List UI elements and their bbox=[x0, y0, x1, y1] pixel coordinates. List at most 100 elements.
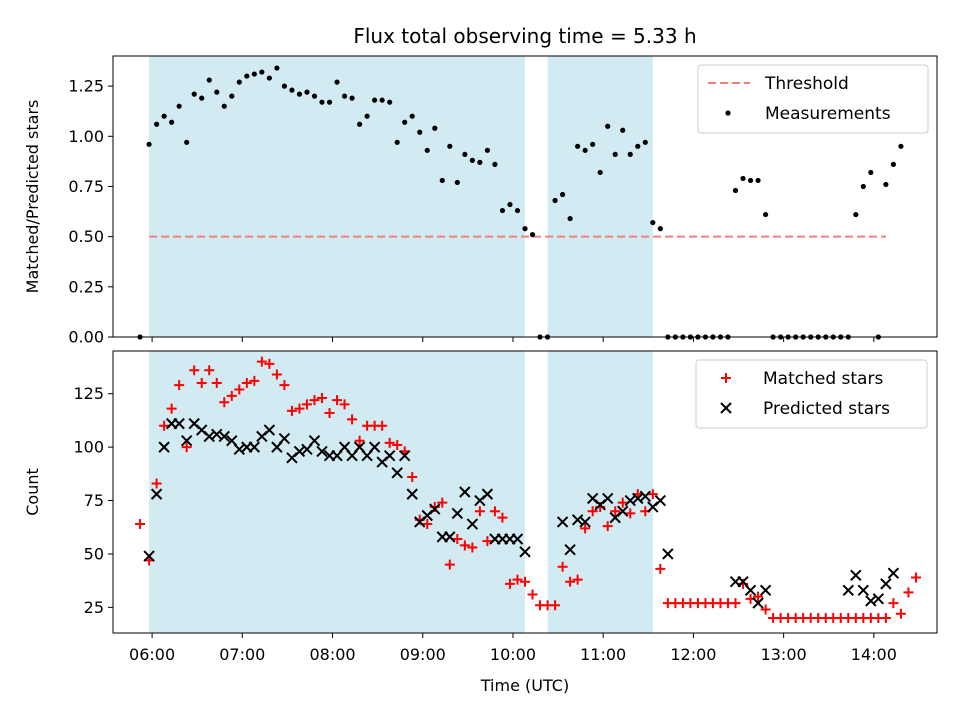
measurement-point bbox=[567, 215, 573, 222]
measurement-point bbox=[304, 89, 310, 95]
matched-stars-point bbox=[647, 489, 658, 500]
matched-stars-point bbox=[339, 399, 350, 410]
y-tick-label: 1.00 bbox=[68, 127, 104, 146]
axes-frame bbox=[112, 350, 938, 634]
measurement-point bbox=[184, 139, 190, 145]
bottom-panel: 25 50 75 100 125 06:00 07:00 08:00 09:00 10:00 11:… bbox=[23, 350, 938, 695]
predicted-stars-point bbox=[744, 584, 757, 596]
measurement-point bbox=[747, 177, 754, 184]
measurement-point bbox=[762, 211, 769, 218]
measurement-point bbox=[612, 151, 618, 157]
matched-stars-point bbox=[234, 384, 245, 395]
measurement-point bbox=[507, 201, 513, 208]
predicted-stars-point bbox=[158, 441, 170, 453]
predicted-stars-point bbox=[368, 441, 381, 453]
predicted-stars-point bbox=[459, 486, 471, 498]
matched-stars-point bbox=[271, 369, 282, 380]
predicted-stars-point bbox=[752, 597, 764, 609]
measurement-point bbox=[627, 151, 633, 157]
predicted-stars-point bbox=[759, 584, 772, 596]
matched-stars-point bbox=[189, 365, 200, 376]
y-tick-label: 100 bbox=[73, 438, 104, 457]
matched-stars-point bbox=[249, 375, 260, 386]
shaded-interval bbox=[149, 56, 525, 337]
matched-stars-point bbox=[422, 519, 433, 530]
measurement-point bbox=[229, 93, 235, 99]
legend-matched-swatch bbox=[721, 373, 731, 383]
measurement-point bbox=[642, 139, 648, 145]
predicted-stars-point bbox=[842, 584, 854, 596]
measurement-point bbox=[244, 73, 250, 79]
measurement-point bbox=[364, 113, 370, 119]
measurement-point bbox=[409, 113, 415, 119]
predicted-stars-point bbox=[180, 435, 193, 447]
measurement-point bbox=[334, 79, 340, 85]
matched-stars-point bbox=[294, 403, 305, 414]
matched-stars-point bbox=[888, 598, 899, 609]
legend-box bbox=[695, 359, 928, 429]
matched-stars-point bbox=[572, 574, 583, 585]
matched-stars-point bbox=[226, 390, 237, 401]
top-panel: 0.00 0.25 0.50 0.75 1.00 1.25 Flux total obser… bbox=[23, 24, 938, 347]
matched-stars-point bbox=[753, 591, 764, 602]
measurement-point bbox=[883, 181, 889, 188]
predicted-stars-point bbox=[481, 488, 494, 500]
y-tick-label: 0.50 bbox=[68, 227, 104, 246]
measurement-point bbox=[199, 95, 205, 101]
x-tick-label: 11:00 bbox=[580, 645, 626, 664]
measurement-point bbox=[605, 123, 611, 129]
matched-stars-point bbox=[219, 397, 230, 408]
y-tick-label: 75 bbox=[84, 491, 104, 510]
predicted-stars-point bbox=[564, 543, 576, 556]
measurement-point bbox=[590, 141, 596, 147]
matched-stars-point bbox=[309, 395, 320, 406]
matched-stars-point bbox=[482, 536, 493, 547]
y-tick-label: 0.25 bbox=[68, 277, 104, 296]
y-axis-label: Matched/Predicted stars bbox=[23, 100, 42, 294]
measurement-point bbox=[898, 143, 904, 149]
measurement-point bbox=[620, 127, 626, 133]
predicted-stars-point bbox=[451, 507, 464, 520]
measurement-point bbox=[454, 179, 460, 186]
legend-label: Predicted stars bbox=[763, 399, 890, 419]
measurement-point bbox=[635, 143, 641, 149]
matched-stars-point bbox=[527, 589, 538, 600]
measurement-point bbox=[552, 197, 558, 204]
matched-stars-point bbox=[384, 437, 395, 448]
matched-stars-point bbox=[444, 559, 455, 570]
predicted-stars-point bbox=[316, 445, 328, 458]
measurement-point bbox=[176, 103, 182, 109]
predicted-stars-point bbox=[308, 435, 321, 447]
matched-stars-point bbox=[550, 600, 561, 611]
y-tick-label: 25 bbox=[84, 598, 104, 617]
matched-stars-point bbox=[324, 407, 335, 418]
measurement-point bbox=[439, 177, 445, 184]
matched-stars-point bbox=[512, 574, 523, 585]
matched-stars-point bbox=[264, 358, 275, 369]
measurement-point bbox=[296, 91, 303, 97]
measurement-point bbox=[499, 207, 506, 214]
matched-stars-point bbox=[256, 356, 267, 367]
shaded-interval bbox=[547, 56, 653, 337]
predicted-stars-point bbox=[218, 430, 230, 443]
measurement-point bbox=[575, 143, 581, 149]
matched-stars-point bbox=[504, 578, 515, 589]
measurement-point bbox=[432, 125, 438, 131]
measurement-point bbox=[417, 129, 423, 135]
x-axis-label: Time (UTC) bbox=[480, 676, 569, 695]
measurement-point bbox=[221, 103, 227, 109]
predicted-stars-point bbox=[617, 505, 629, 517]
x-tick-label: 10:00 bbox=[490, 645, 536, 664]
measurement-point bbox=[236, 79, 242, 85]
matched-stars-point bbox=[489, 506, 500, 517]
measurement-point bbox=[559, 191, 566, 198]
measurement-point bbox=[356, 121, 363, 127]
matched-stars-point bbox=[610, 506, 621, 517]
predicted-stars-point bbox=[406, 488, 418, 500]
legend-label: Threshold bbox=[764, 74, 849, 94]
measurement-point bbox=[740, 175, 746, 182]
measurement-point bbox=[424, 147, 430, 153]
predicted-stars-point bbox=[399, 449, 411, 462]
predicted-stars-point bbox=[143, 550, 155, 562]
measurement-point bbox=[372, 97, 378, 103]
